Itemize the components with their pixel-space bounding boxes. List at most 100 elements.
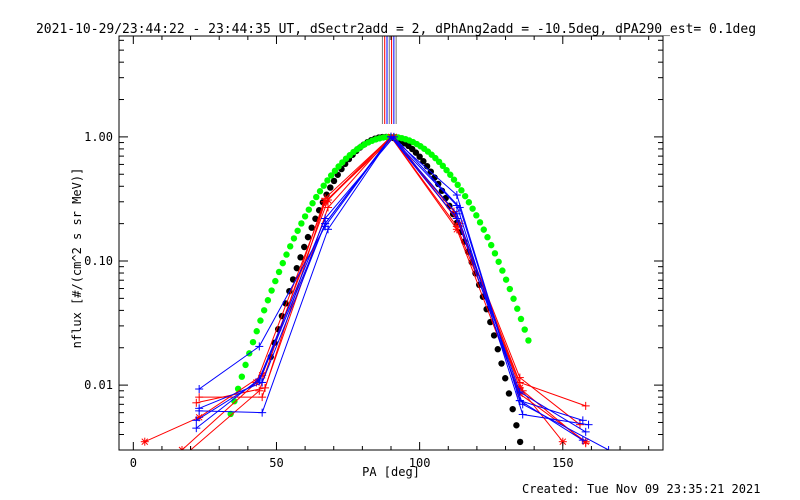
fit-curve-dot: [298, 220, 305, 227]
fit-curve-dot: [505, 390, 513, 397]
fit-curve-dot: [439, 162, 447, 170]
fit-curve-dot: [435, 158, 443, 166]
fit-curve-dot: [287, 243, 294, 250]
fit-curve-dot: [331, 167, 339, 175]
fit-curve-dot: [510, 295, 517, 302]
fit-curve-dot: [443, 166, 450, 174]
series-line: [181, 136, 564, 450]
fit-curve-dot: [294, 227, 301, 234]
series-marker: [559, 438, 567, 446]
x-axis-label: PA [deg]: [362, 465, 420, 479]
series-group: [195, 132, 613, 450]
fit-curve-dot: [454, 181, 461, 189]
y-axis-label: nflux [#/(cm^2 s sr MeV)]: [70, 168, 84, 349]
series-line: [190, 136, 581, 450]
fit-curve-dot: [324, 177, 331, 184]
fit-curve-dot: [308, 224, 315, 231]
fit-curve-dot: [279, 259, 286, 267]
fit-curve-dot: [312, 215, 319, 222]
fit-curve-dot: [260, 307, 268, 314]
series-marker: [181, 446, 186, 450]
data-series: [140, 132, 613, 450]
fit-curve-dot: [420, 158, 427, 165]
fit-curve-dot: [521, 326, 528, 333]
fit-curve-dot: [525, 337, 532, 344]
x-tick-label: 50: [269, 456, 283, 470]
fit-curve-dot: [498, 360, 505, 367]
fit-curve-dot: [327, 184, 334, 191]
fit-curve-dot: [494, 346, 501, 353]
fit-curve-dot: [242, 361, 249, 369]
fit-curve-dot: [238, 373, 246, 380]
fit-curve-dot: [416, 153, 423, 160]
fit-curve-dot: [249, 338, 257, 346]
fit-curve-dot: [268, 287, 275, 294]
fit-curve-dot: [502, 375, 509, 382]
fit-curves: [227, 133, 532, 446]
fit-curve-dot: [283, 251, 290, 258]
fit-curve-dot: [502, 276, 510, 283]
fit-curve-dot: [476, 219, 484, 226]
fit-curve-dot: [320, 182, 327, 189]
fit-curve-dot: [484, 234, 491, 241]
fit-curve-dot: [461, 192, 469, 200]
fit-curve-dot: [272, 277, 279, 285]
fit-curve-dot: [253, 328, 260, 335]
fit-curve-dot: [257, 317, 264, 324]
series-line: [196, 136, 586, 433]
fit-curve-dot: [316, 188, 324, 195]
series-group: [186, 132, 584, 450]
series-line: [199, 136, 609, 450]
fit-curve-dot: [290, 235, 298, 242]
fit-curve-dot: [264, 297, 272, 304]
fit-curve-dot: [293, 264, 301, 272]
fit-curve-dot: [309, 200, 316, 207]
fit-curve-dot: [509, 405, 516, 413]
fit-curve-dot: [335, 163, 342, 170]
chart-title: 2021-10-29/23:44:22 - 23:44:35 UT, dSect…: [36, 22, 756, 37]
series-line: [199, 136, 586, 407]
series-line: [198, 136, 583, 421]
fit-curve-dot: [313, 193, 320, 201]
axes: 0 50 100 150 0.01 0.10 1.00: [84, 36, 663, 470]
fit-curve-dot: [517, 315, 525, 323]
fit-curve-dot: [491, 250, 499, 257]
fit-curve-dot: [458, 187, 465, 194]
y-tick-label: 0.10: [84, 254, 113, 268]
fit-curve-dot: [450, 176, 458, 183]
fit-curve-dot: [513, 422, 520, 429]
fit-curve-dot: [499, 267, 506, 274]
fit-curve-dot: [495, 258, 502, 265]
fit-curve-dot: [297, 254, 304, 261]
series-group: [177, 132, 567, 450]
y-tick-label: 1.00: [84, 130, 113, 144]
y-tick-label: 0.01: [84, 378, 113, 392]
fit-curve-dot: [304, 233, 312, 241]
fit-curve-dot: [516, 438, 524, 446]
x-tick-label: 0: [130, 456, 137, 470]
creation-timestamp: Created: Tue Nov 09 23:35:21 2021: [522, 482, 760, 496]
fit-curve-dot: [412, 149, 420, 156]
fit-curve-dot: [465, 199, 473, 206]
fit-curve-dot: [447, 171, 454, 178]
series-group: [140, 132, 590, 446]
series-group: [192, 132, 590, 436]
fit-curve-dot: [301, 243, 308, 251]
fit-curve-dot: [480, 226, 487, 233]
fit-curve-dot: [490, 332, 498, 339]
fit-curve-dot: [275, 268, 283, 276]
series-group: [195, 132, 590, 410]
fit-curve-dot: [514, 305, 521, 312]
series-marker: [141, 438, 149, 446]
x-tick-label: 150: [552, 456, 574, 470]
series-marker: [178, 446, 183, 450]
fit-curve-dot: [473, 212, 480, 219]
fit-curve-dot: [438, 187, 446, 194]
x-tick-label: 100: [409, 456, 431, 470]
fit-curve-dot: [506, 285, 514, 293]
fit-curve-dot: [469, 205, 476, 212]
fit-curve-dot: [301, 213, 309, 220]
fit-curve-dot: [305, 206, 313, 213]
fit-curve-dot: [488, 241, 495, 249]
